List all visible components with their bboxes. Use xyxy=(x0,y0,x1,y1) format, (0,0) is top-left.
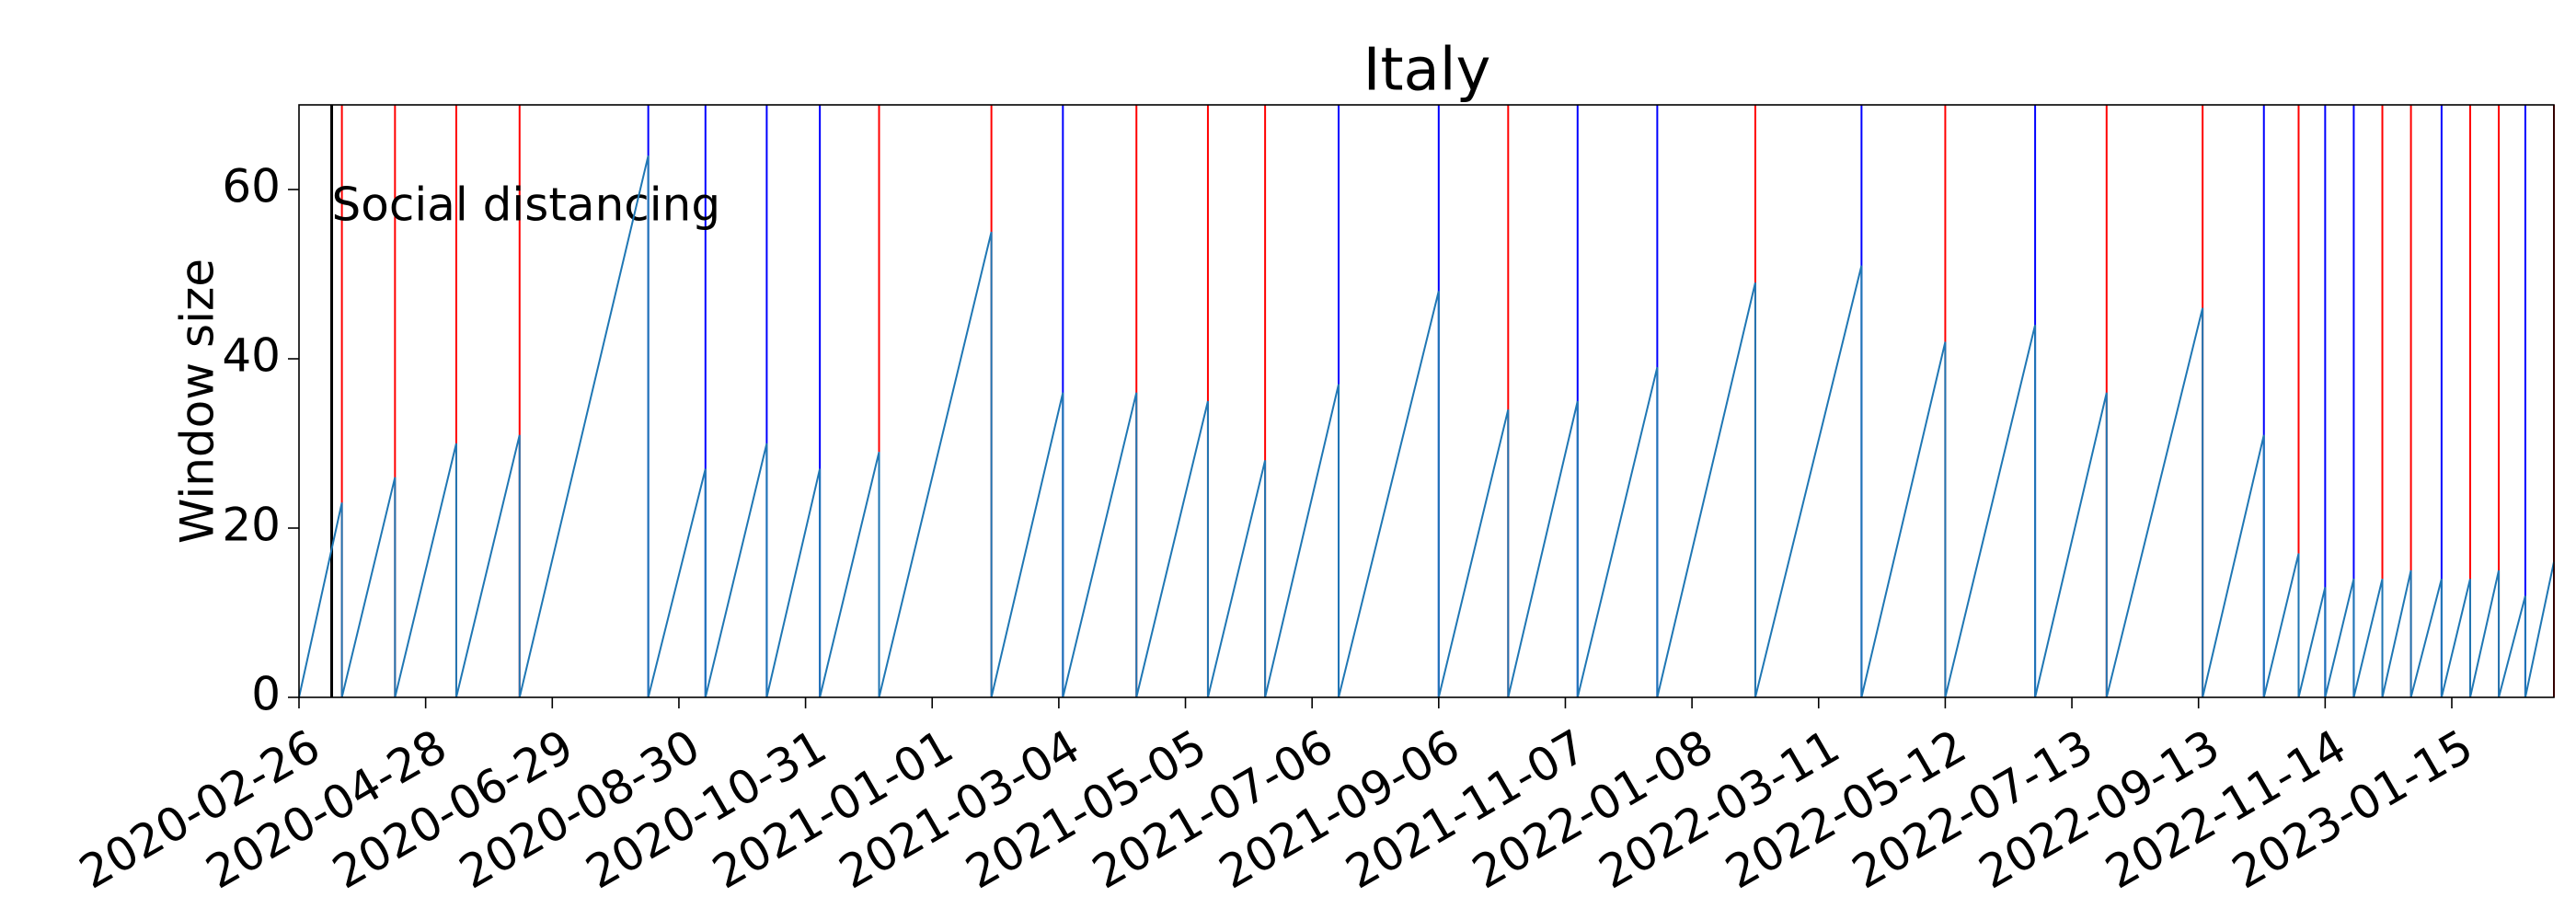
window-size-line xyxy=(298,155,2555,698)
plot-frame xyxy=(298,104,2555,698)
y-tick-label: 0 xyxy=(251,668,281,721)
y-tick-label: 40 xyxy=(222,329,281,383)
y-tick-label: 20 xyxy=(222,499,281,552)
y-axis-label: Window size xyxy=(171,259,224,544)
chart-title: Italy xyxy=(1363,37,1491,105)
y-tick-label: 60 xyxy=(222,160,281,213)
annotation-text: Social distancing xyxy=(332,178,721,232)
